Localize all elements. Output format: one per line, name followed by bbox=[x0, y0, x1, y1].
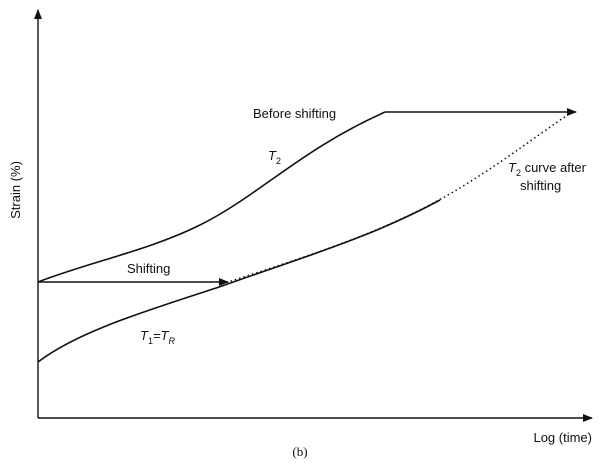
t1-curve bbox=[37, 199, 441, 363]
before-shifting-label: Before shifting bbox=[253, 106, 336, 121]
t2-curve bbox=[37, 111, 386, 283]
shifted-curve bbox=[221, 111, 573, 285]
shifting-label: Shifting bbox=[127, 261, 170, 276]
t1-main: T bbox=[140, 328, 149, 343]
t2-after-sub: 2 bbox=[516, 168, 521, 178]
caption: (b) bbox=[292, 444, 307, 459]
t2-sub: 2 bbox=[276, 156, 281, 166]
t2-main: T bbox=[268, 148, 277, 163]
t1-eq: =T bbox=[153, 328, 170, 343]
t2-after-line2: shifting bbox=[520, 178, 561, 193]
t2-after-rest: curve after bbox=[521, 160, 587, 175]
t1-sub: 1 bbox=[148, 336, 153, 346]
t2-label: T2 bbox=[268, 148, 281, 166]
x-axis-label: Log (time) bbox=[533, 430, 592, 445]
t1-sub2: R bbox=[169, 336, 176, 346]
t2-after-main: T bbox=[508, 160, 517, 175]
t2-after-label: T2 curve after bbox=[508, 160, 587, 178]
y-axis-label: Strain (%) bbox=[8, 161, 23, 219]
t1-label: T1=TR bbox=[140, 328, 176, 346]
